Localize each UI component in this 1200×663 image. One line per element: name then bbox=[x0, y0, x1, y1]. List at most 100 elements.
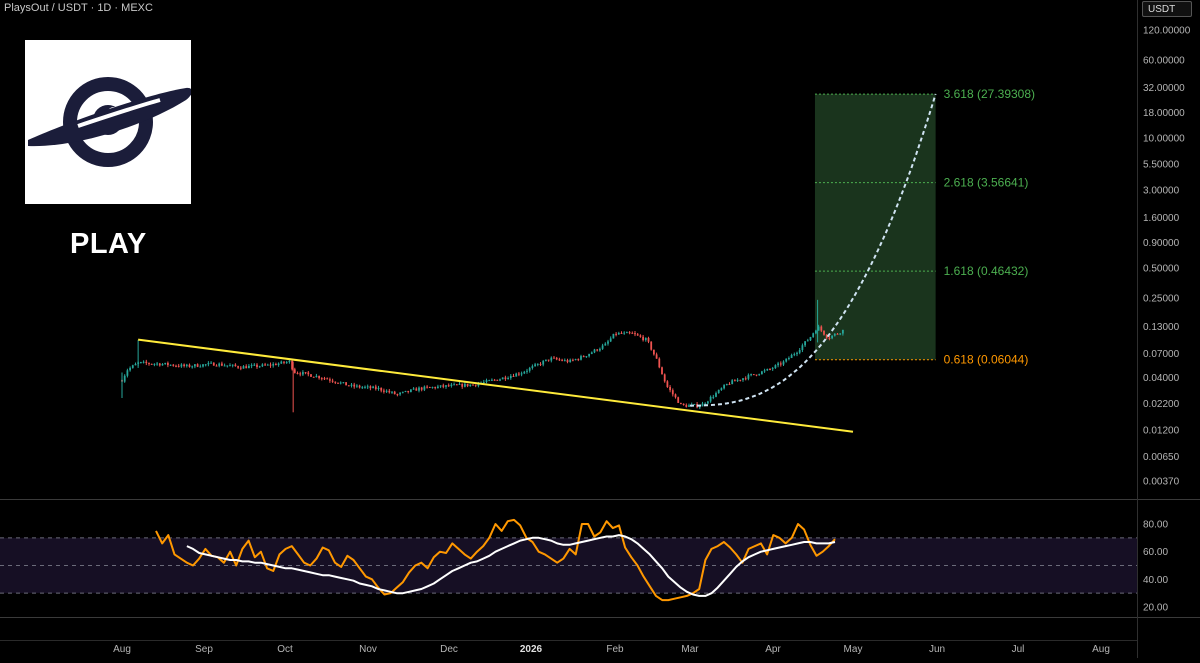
candle-body bbox=[547, 359, 550, 361]
candle-body bbox=[631, 332, 634, 334]
candle-body bbox=[720, 388, 723, 390]
candle-body bbox=[790, 354, 793, 359]
candle-body bbox=[504, 377, 507, 379]
candle-body bbox=[221, 363, 223, 366]
candle-body bbox=[823, 330, 825, 335]
candle-body bbox=[669, 386, 671, 391]
candle-body bbox=[280, 361, 283, 364]
candle-body bbox=[482, 381, 485, 383]
candle-body bbox=[318, 375, 320, 379]
candle-body bbox=[833, 333, 836, 336]
candle-body bbox=[269, 364, 272, 366]
y-tick-label: 0.50000 bbox=[1143, 263, 1180, 274]
candle-body bbox=[677, 397, 680, 403]
candle-body bbox=[831, 335, 833, 339]
candle-body bbox=[345, 382, 347, 386]
logo-card bbox=[25, 40, 192, 204]
candle-body bbox=[839, 333, 842, 335]
candle-body bbox=[199, 366, 202, 368]
fib-level-label: 3.618 (27.39308) bbox=[944, 87, 1035, 101]
candle-body bbox=[169, 364, 172, 366]
candle-body bbox=[750, 374, 752, 376]
candle-body bbox=[704, 403, 707, 405]
candle-body bbox=[515, 373, 518, 377]
candle-body bbox=[801, 345, 804, 351]
candle-body bbox=[447, 385, 450, 387]
candle-body bbox=[196, 364, 199, 367]
candle-body bbox=[542, 360, 545, 365]
candle-body bbox=[204, 364, 207, 366]
x-tick-label: Aug bbox=[1092, 644, 1110, 655]
candle-body bbox=[258, 366, 261, 368]
candle-body bbox=[323, 378, 326, 380]
overlay-layer bbox=[138, 93, 937, 433]
candle-body bbox=[326, 378, 329, 380]
candle-body bbox=[383, 390, 385, 392]
candle-body bbox=[277, 363, 280, 366]
descending-trendline bbox=[138, 338, 854, 433]
candle-body bbox=[550, 357, 553, 361]
candle-body bbox=[620, 332, 623, 334]
candle-body bbox=[234, 364, 237, 367]
candle-body bbox=[167, 362, 169, 366]
candle-body bbox=[458, 383, 461, 385]
candle-body bbox=[742, 378, 744, 381]
candle-body bbox=[545, 359, 547, 361]
candle-body bbox=[464, 383, 466, 387]
candle-body bbox=[134, 363, 137, 366]
symbol-title[interactable]: PlaysOut / USDT · 1D · MEXC bbox=[4, 2, 153, 14]
candle-body bbox=[404, 390, 407, 392]
ticker-label: PLAY bbox=[70, 228, 147, 260]
candle-body bbox=[191, 366, 194, 368]
candle-body bbox=[518, 373, 520, 375]
candle-body bbox=[731, 380, 734, 385]
candle-body bbox=[410, 389, 412, 392]
candle-body bbox=[474, 384, 477, 386]
candle-body bbox=[148, 363, 150, 365]
candle-body bbox=[785, 358, 788, 362]
candle-body bbox=[496, 379, 499, 381]
x-tick-label: Oct bbox=[277, 644, 293, 655]
candle-body bbox=[777, 363, 779, 366]
candle-body bbox=[539, 363, 542, 365]
candle-body bbox=[374, 386, 377, 389]
x-tick-label: Aug bbox=[113, 644, 131, 655]
x-tick-label: Apr bbox=[765, 644, 781, 655]
rsi-line bbox=[155, 518, 836, 602]
rsi-pane[interactable] bbox=[0, 518, 1137, 602]
candle-body bbox=[601, 345, 604, 349]
candle-body bbox=[391, 391, 393, 393]
fib-level-label: 2.618 (3.56641) bbox=[944, 176, 1029, 190]
candle-body bbox=[682, 403, 685, 406]
candle-body bbox=[755, 374, 758, 376]
candle-body bbox=[131, 365, 134, 368]
fib-level-label: 1.618 (0.46432) bbox=[944, 264, 1029, 278]
candle-body bbox=[156, 363, 158, 365]
target-zone bbox=[814, 94, 936, 360]
candle-body bbox=[399, 392, 401, 395]
candle-body bbox=[531, 366, 534, 368]
x-tick-label: Jul bbox=[1012, 644, 1025, 655]
candle-body bbox=[744, 378, 747, 380]
candle-body bbox=[372, 386, 374, 389]
candle-body bbox=[555, 357, 558, 360]
candle-body bbox=[796, 352, 798, 355]
candle-body bbox=[817, 326, 820, 331]
candle-body bbox=[353, 384, 356, 387]
candle-body bbox=[329, 379, 331, 381]
candle-body bbox=[758, 374, 761, 376]
candle-body bbox=[820, 326, 823, 331]
candle-body bbox=[509, 375, 512, 379]
planet-eye-logo bbox=[28, 77, 192, 167]
candle-body bbox=[256, 364, 258, 367]
candle-body bbox=[793, 354, 796, 356]
candle-body bbox=[491, 379, 493, 381]
candle-body bbox=[420, 387, 423, 390]
candle-body bbox=[331, 380, 334, 382]
candle-body bbox=[158, 363, 161, 366]
candle-body bbox=[388, 390, 391, 393]
candle-body bbox=[607, 341, 609, 344]
currency-badge[interactable]: USDT bbox=[1142, 1, 1192, 17]
candle-body bbox=[239, 367, 242, 369]
